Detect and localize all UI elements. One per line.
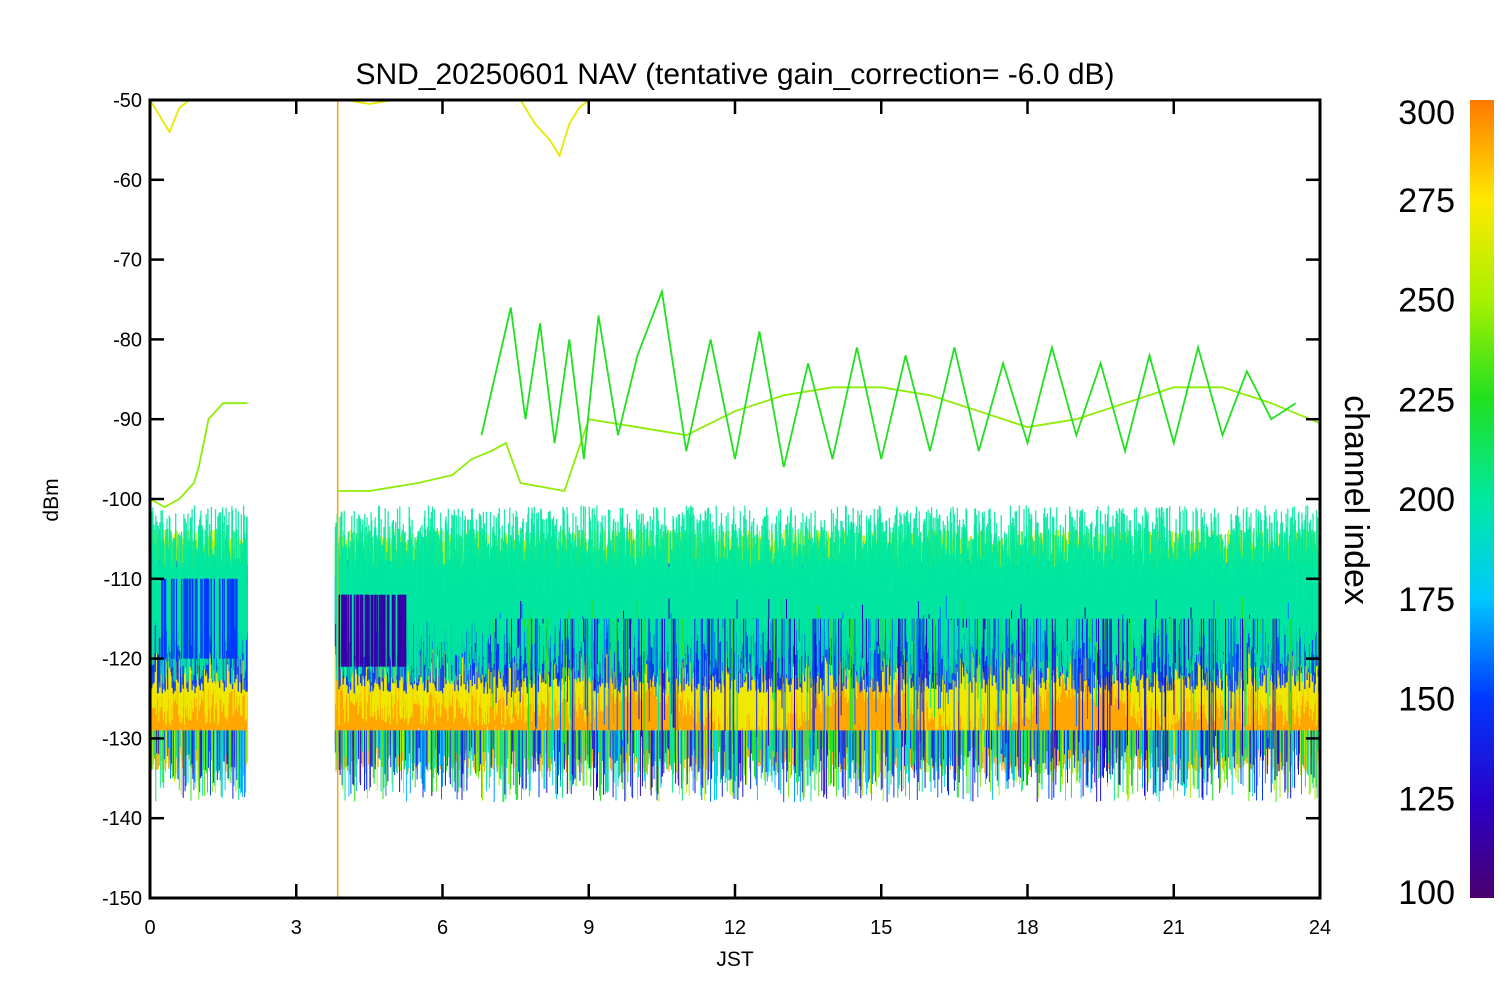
plot-area	[150, 100, 1320, 898]
